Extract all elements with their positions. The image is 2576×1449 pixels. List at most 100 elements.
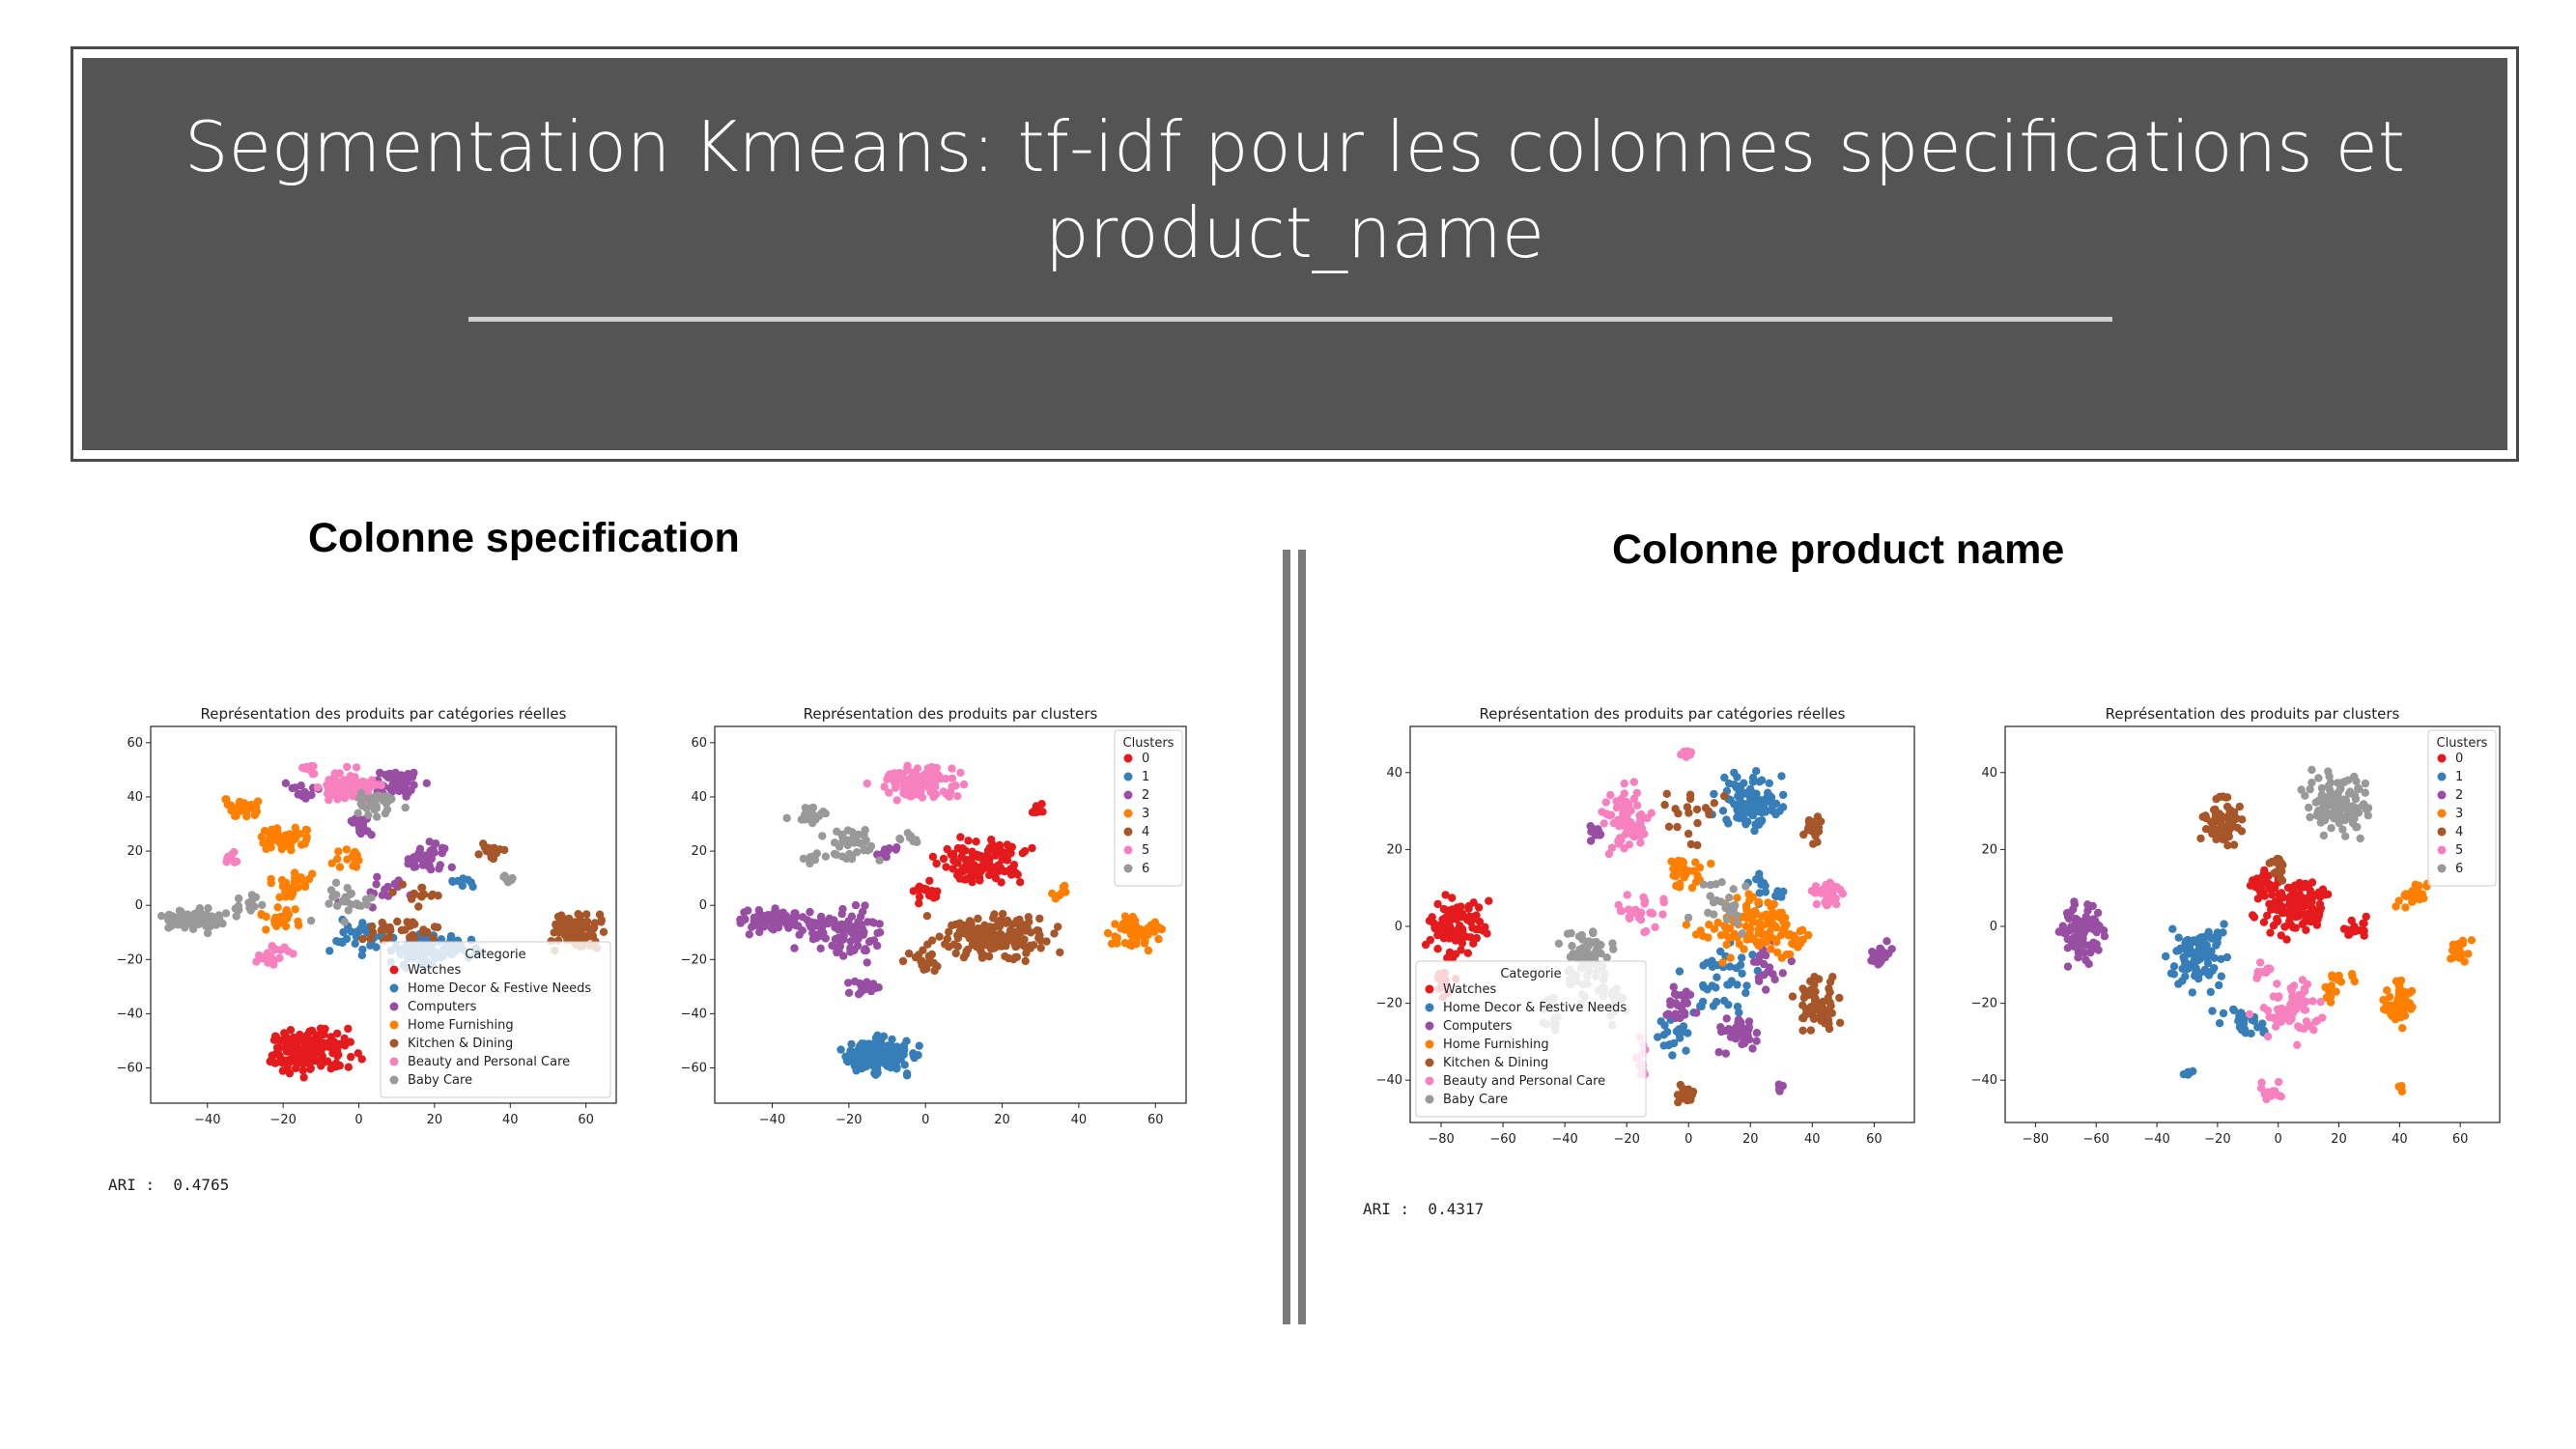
scatter-point xyxy=(2081,955,2090,964)
scatter-point xyxy=(500,871,509,880)
scatter-point xyxy=(1620,789,1628,798)
scatter-point xyxy=(1744,1025,1753,1035)
y-tick-label: −40 xyxy=(117,1007,143,1021)
vertical-divider xyxy=(1283,550,1306,1324)
scatter-point xyxy=(1748,951,1757,959)
scatter-point xyxy=(1741,816,1750,826)
scatter-point xyxy=(1710,924,1719,933)
scatter-point xyxy=(873,928,882,938)
scatter-point xyxy=(2223,841,2232,850)
scatter-point xyxy=(1468,923,1477,932)
scatter-point xyxy=(844,988,854,997)
scatter-point xyxy=(853,941,863,951)
section-title-specification: Colonne specification xyxy=(308,515,740,561)
title-underline xyxy=(468,317,2112,322)
scatter-point xyxy=(795,930,804,939)
scatter-point xyxy=(965,873,974,882)
scatter-point xyxy=(306,766,315,775)
scatter-point xyxy=(1738,953,1746,962)
scatter-point xyxy=(2073,915,2081,924)
scatter-point xyxy=(2282,935,2291,944)
scatter-point xyxy=(354,926,363,936)
scatter-point xyxy=(939,854,948,864)
scatter-point xyxy=(806,853,814,862)
scatter-point xyxy=(1732,911,1741,920)
scatter-point xyxy=(1146,921,1155,929)
scatter-point xyxy=(791,921,800,930)
scatter-point xyxy=(263,949,271,957)
scatter-point xyxy=(2245,1009,2254,1019)
scatter-point xyxy=(1673,822,1682,832)
scatter-point xyxy=(422,779,431,787)
scatter-point xyxy=(1456,910,1465,920)
scatter-point xyxy=(2215,980,2223,990)
scatter-point xyxy=(972,838,980,846)
scatter-point xyxy=(2219,792,2227,801)
scatter-point xyxy=(892,796,901,805)
scatter-point xyxy=(393,917,402,926)
scatter-point xyxy=(790,944,799,952)
scatter-point xyxy=(1720,791,1729,801)
scatter-point xyxy=(1583,937,1592,947)
scatter-point xyxy=(1111,920,1119,928)
scatter-point xyxy=(358,934,367,944)
scatter-point xyxy=(1744,789,1754,799)
scatter-point xyxy=(1589,938,1598,947)
scatter-point xyxy=(574,910,582,919)
scatter-point xyxy=(1620,779,1628,788)
scatter-point xyxy=(2181,972,2190,980)
scatter-point xyxy=(892,781,901,789)
x-tick-label: 60 xyxy=(1866,1132,1882,1147)
scatter-point xyxy=(1725,894,1734,902)
scatter-point xyxy=(2219,827,2227,836)
scatter-point xyxy=(1722,940,1731,950)
scatter-point xyxy=(291,1064,300,1073)
scatter-point xyxy=(267,878,275,888)
scatter-point xyxy=(859,930,867,939)
scatter-point xyxy=(1755,778,1764,786)
scatter-point xyxy=(318,1052,326,1061)
x-tick-label: −40 xyxy=(2143,1132,2169,1147)
scatter-point xyxy=(382,934,391,943)
scatter-point xyxy=(844,918,853,926)
scatter-point xyxy=(1472,933,1481,943)
scatter-point xyxy=(2297,785,2306,794)
scatter-point xyxy=(842,838,851,847)
scatter-point xyxy=(1742,914,1751,923)
scatter-point xyxy=(410,933,419,942)
scatter-point xyxy=(1692,1009,1701,1017)
scatter-point xyxy=(904,949,914,958)
scatter-point xyxy=(1733,980,1741,989)
scatter-point xyxy=(2208,1007,2217,1015)
scatter-point xyxy=(909,1051,919,1061)
scatter-point xyxy=(892,845,900,854)
scatter-point xyxy=(1612,804,1622,812)
scatter-point xyxy=(2210,828,2219,837)
scatter-point xyxy=(1684,829,1693,838)
scatter-point xyxy=(2397,1082,2406,1091)
scatter-point xyxy=(2189,936,2198,945)
scatter-point xyxy=(1683,999,1691,1008)
y-tick-label: 40 xyxy=(127,790,143,805)
scatter-point xyxy=(1589,928,1598,938)
scatter-point xyxy=(1760,959,1769,969)
scatter-point xyxy=(1777,908,1786,917)
scatter-point xyxy=(2353,822,2362,832)
scatter-point xyxy=(932,763,942,773)
scatter-point xyxy=(750,918,758,926)
scatter-point xyxy=(991,851,1000,860)
scatter-point xyxy=(599,927,609,936)
scatter-point xyxy=(808,810,818,819)
scatter-point xyxy=(873,1031,882,1039)
scatter-point xyxy=(2326,998,2335,1007)
scatter-point xyxy=(856,1050,865,1060)
scatter-point xyxy=(2322,796,2331,806)
scatter-point xyxy=(1010,933,1019,942)
ari-score-product-name: ARI : 0.4317 xyxy=(1363,1200,1485,1218)
scatter-point xyxy=(250,806,260,815)
scatter-point xyxy=(1445,932,1454,942)
scatter-point xyxy=(2314,912,2323,921)
scatter-point xyxy=(769,925,778,934)
scatter-point xyxy=(2286,906,2296,916)
scatter-point xyxy=(1748,918,1758,926)
